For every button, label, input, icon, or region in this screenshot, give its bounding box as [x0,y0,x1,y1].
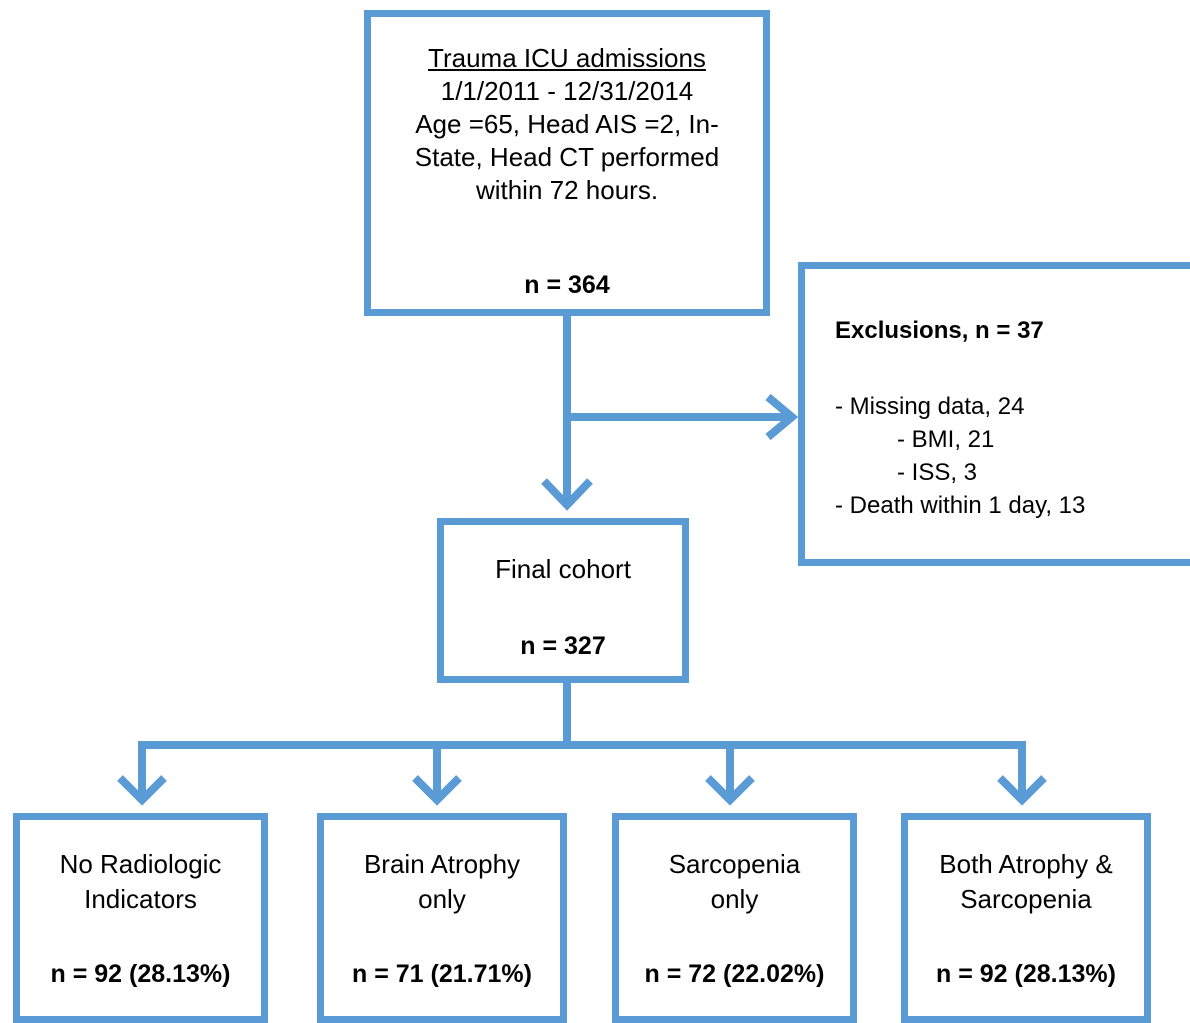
exclusions-item-iss: - ISS, 3 [897,459,978,486]
top-box-title: Trauma ICU admissions [428,43,706,73]
final-cohort-count: n = 327 [520,632,606,660]
final-cohort-label: Final cohort [495,554,631,584]
group-3-count: n = 72 (22.02%) [644,960,825,988]
arrowhead-group-2 [412,775,462,806]
top-box-trauma-admissions: Trauma ICU admissions 1/1/2011 - 12/31/2… [364,10,770,316]
top-box-line-4: within 72 hours. [475,175,659,205]
group-1-count: n = 92 (28.13%) [50,960,231,988]
exclusions-item-bmi: - BMI, 21 [897,426,995,453]
group-2-line-2: only [418,884,466,914]
group-box-no-radiologic: No Radiologic Indicators n = 92 (28.13%) [13,813,268,1023]
top-box-line-2: Age =65, Head AIS =2, In- [415,109,719,139]
arrowhead-group-3 [705,775,755,806]
group-4-line-1: Both Atrophy & [939,849,1113,879]
top-box-count: n = 364 [524,271,610,299]
arrowhead-group-1 [117,775,167,806]
arrowhead-group-4 [997,775,1047,806]
group-4-line-2: Sarcopenia [960,884,1092,914]
group-box-both: Both Atrophy & Sarcopenia n = 92 (28.13%… [901,813,1151,1023]
group-box-brain-atrophy: Brain Atrophy only n = 71 (21.71%) [317,813,567,1023]
exclusions-box: Exclusions, n = 37 - Missing data, 24 - … [798,262,1190,566]
group-1-line-1: No Radiologic [59,849,222,879]
group-4-count: n = 92 (28.13%) [936,960,1116,988]
group-1-line-2: Indicators [84,884,197,914]
group-2-line-1: Brain Atrophy [363,849,521,879]
group-3-line-2: only [710,884,759,914]
top-box-line-3: State, Head CT performed [414,142,720,172]
exclusions-item-death: - Death within 1 day, 13 [835,492,1086,519]
final-cohort-box: Final cohort n = 327 [437,518,689,683]
exclusions-item-missing-data: - Missing data, 24 [835,393,1025,420]
group-3-line-1: Sarcopenia [668,849,801,879]
arrowhead-final [541,478,593,511]
group-2-count: n = 71 (21.71%) [352,960,532,988]
group-box-sarcopenia: Sarcopenia only n = 72 (22.02%) [612,813,857,1023]
top-box-line-1: 1/1/2011 - 12/31/2014 [440,76,694,106]
exclusions-title: Exclusions, n = 37 [835,317,1044,344]
arrowhead-exclusions [765,393,799,441]
